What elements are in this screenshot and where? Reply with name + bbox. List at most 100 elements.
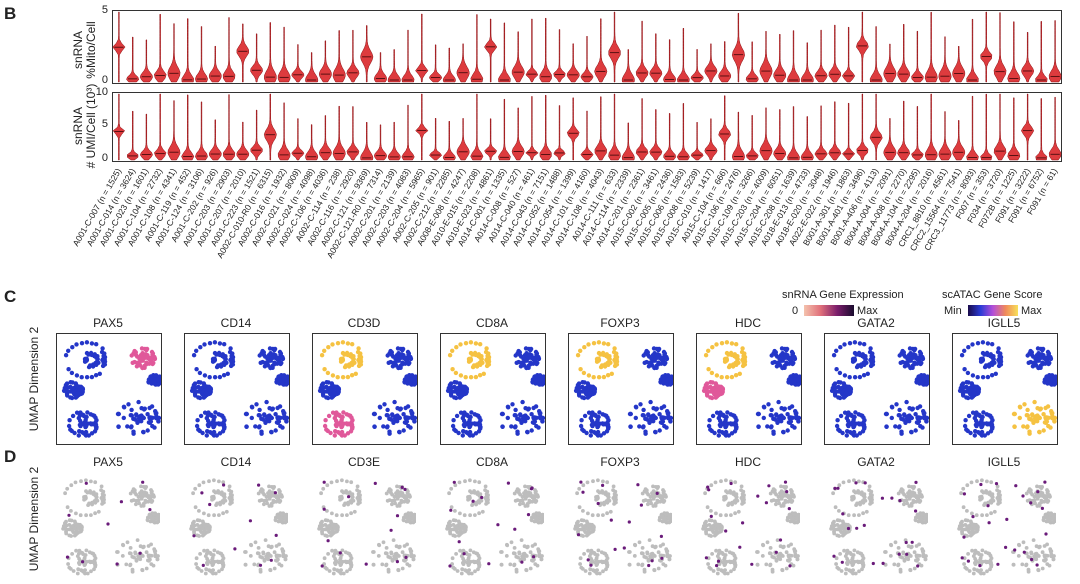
violin-mito-3: [153, 14, 167, 83]
violin-mito-51: [814, 29, 828, 83]
umap-plot: [61, 478, 160, 576]
violin-umi-45: [732, 111, 745, 161]
violin-umi-62: [966, 95, 979, 161]
violin-umi-57: [897, 100, 911, 161]
umap-gene-title: IGLL5: [987, 455, 1021, 469]
umap-cluster-e: [755, 538, 800, 574]
umap-cluster-c: [317, 518, 340, 538]
violin-umi-55: [869, 93, 883, 161]
violin-mito-40: [663, 39, 677, 83]
umap-cluster-f: [1042, 373, 1057, 387]
umap-plot: [957, 478, 1056, 576]
umap-cluster-f: [1041, 511, 1056, 525]
umap-cluster-a: [831, 340, 876, 380]
umap-cluster-e: [627, 399, 673, 436]
umap-expressed-cells: [832, 480, 920, 568]
violin-umi-64: [993, 93, 1007, 161]
violin-umi-31: [539, 94, 552, 161]
violin-umi-30: [525, 96, 539, 161]
umap-cluster-e: [755, 399, 801, 436]
umap-plot: [312, 333, 418, 445]
violin-mito-41: [677, 28, 690, 83]
umap-plot: [184, 333, 290, 445]
violin-umi-18: [360, 122, 374, 161]
violin-mito-0: [112, 11, 126, 83]
umap-cluster-b: [1025, 346, 1054, 371]
umap-gene-title: GATA2: [857, 316, 895, 330]
violin-umi-23: [429, 118, 443, 161]
umap-plot: [56, 333, 162, 445]
umap-plot: [189, 478, 288, 576]
violin-mito-24: [442, 47, 456, 83]
umap-cluster-d: [706, 410, 739, 438]
violin-umi-19: [374, 124, 387, 161]
violin-umi-15: [318, 115, 332, 161]
violin-mito-54: [856, 11, 869, 83]
violin-umi-41: [676, 103, 690, 161]
umap-cluster-f: [401, 511, 416, 525]
umap-gene-title: IGLL5: [987, 316, 1021, 330]
violin-umi-54: [856, 93, 869, 161]
umap-cluster-c: [701, 518, 724, 538]
violin-mito-26: [470, 14, 484, 83]
violin-mito-31: [539, 17, 552, 83]
violin-umi-59: [924, 93, 938, 161]
umap-cluster-d: [450, 548, 482, 576]
umap-cluster-e: [883, 399, 929, 436]
violin-umi-50: [800, 116, 814, 161]
umap-cluster-b: [769, 346, 798, 371]
violin-umi-7: [208, 119, 222, 161]
umap-cluster-a: [959, 340, 1004, 380]
umap-cluster-a: [191, 340, 236, 380]
violin-mito-59: [924, 11, 938, 83]
violin-mito-1: [126, 36, 140, 83]
violin-mito-6: [195, 26, 208, 83]
umap-cluster-f: [785, 511, 800, 525]
umap-expressed-cells: [960, 480, 1048, 568]
violin-umi-25: [456, 118, 470, 161]
violin-mito-60: [938, 36, 952, 83]
violin-mito-7: [208, 45, 222, 83]
umap-cluster-f: [402, 373, 417, 387]
panel-letter-d: D: [4, 447, 17, 466]
violin-mito-19: [373, 52, 387, 83]
violin-mito-48: [773, 34, 787, 83]
violin-mito-67: [1035, 21, 1048, 83]
violin-mito-17: [346, 29, 360, 83]
violin-umi-65: [1007, 97, 1021, 161]
violin-umi-36: [608, 93, 621, 161]
umap-plot: [440, 333, 546, 445]
violin-umi-46: [746, 115, 759, 161]
violin-mito-53: [841, 26, 856, 83]
umap-gene-title: CD8A: [475, 455, 508, 469]
umap-cluster-a: [831, 478, 874, 518]
violin-mito-37: [621, 49, 635, 83]
violin-umi-49: [787, 106, 800, 161]
umap-cluster-e: [371, 538, 416, 574]
violin-umi-33: [566, 97, 580, 161]
umap-plot: [317, 478, 416, 576]
umap-cluster-c: [445, 518, 468, 538]
umap-cluster-f: [273, 511, 288, 525]
top-tick-0: 0: [101, 74, 108, 86]
violin-mito-55: [869, 26, 883, 83]
umap-cluster-a: [447, 340, 492, 380]
violin-umi-34: [580, 110, 594, 161]
violin-mito-62: [966, 18, 979, 83]
umap-cluster-f: [274, 373, 289, 387]
violin-umi-26: [470, 93, 484, 161]
sample-labels: A001-C-007 (n = 1525) A001-C-014 (n = 362…: [70, 167, 1059, 260]
violin-mito-29: [511, 31, 525, 83]
violin-umi-3: [154, 93, 167, 161]
umap-cluster-d: [194, 410, 227, 438]
umap-cluster-c: [701, 380, 726, 401]
umap-plot: [701, 478, 800, 576]
violin-umi-63: [980, 93, 993, 161]
violin-umi-32: [553, 105, 566, 161]
violin-mito-39: [649, 33, 663, 83]
umap-expressed-cells: [704, 480, 792, 568]
violin-mito-4: [167, 23, 181, 83]
violin-umi-38: [635, 98, 649, 161]
violin-umi-20: [387, 121, 401, 161]
umap-plot: [829, 478, 928, 576]
